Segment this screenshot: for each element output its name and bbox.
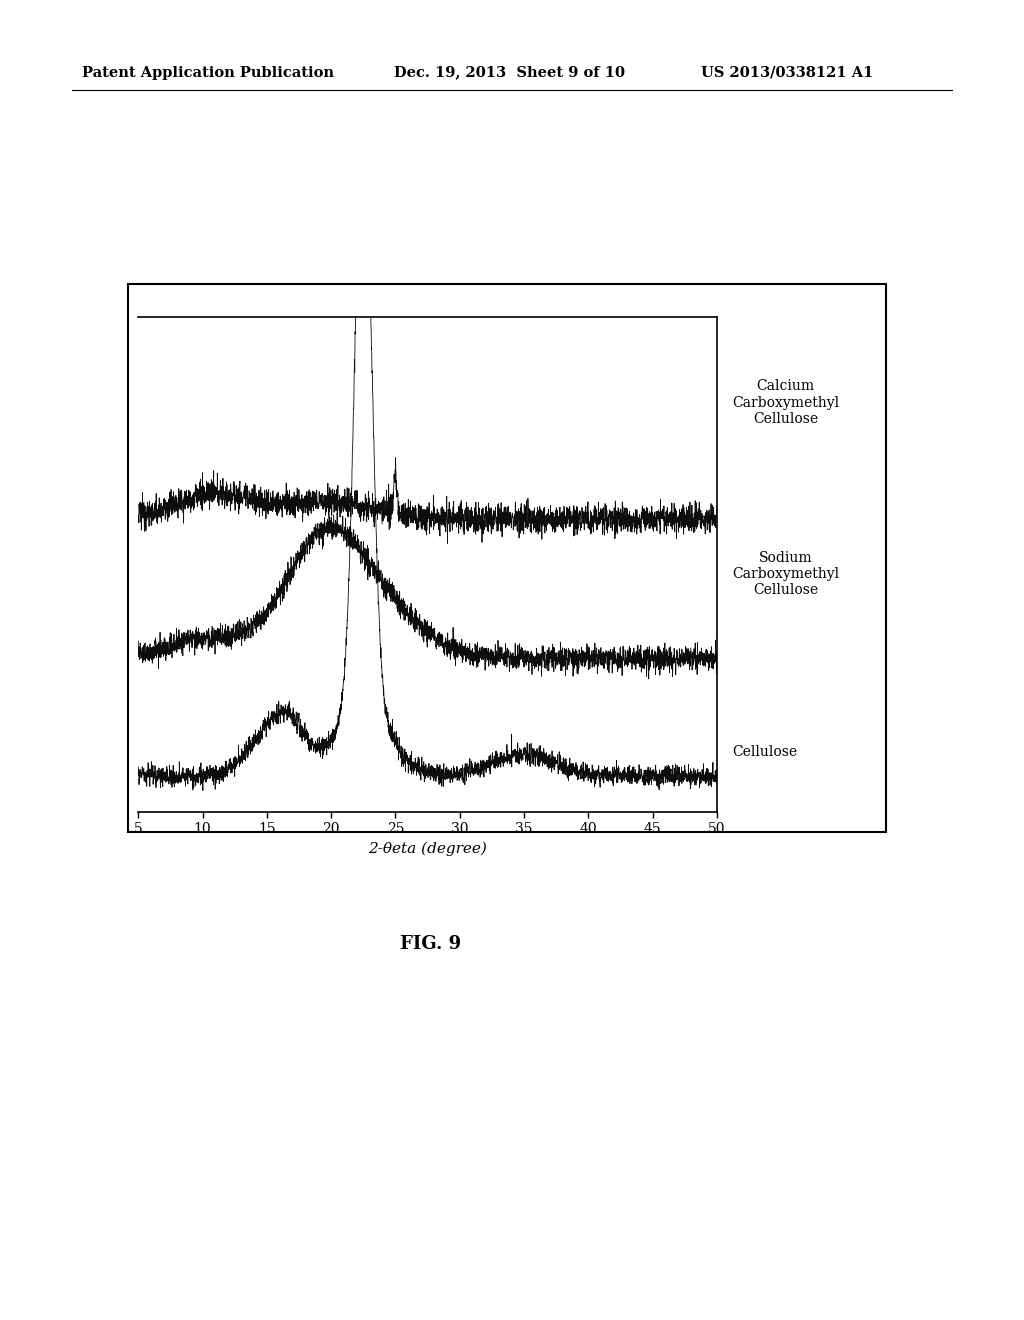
Text: US 2013/0338121 A1: US 2013/0338121 A1 <box>701 66 873 79</box>
Text: Sodium
Carboxymethyl
Cellulose: Sodium Carboxymethyl Cellulose <box>732 550 840 598</box>
Text: Cellulose: Cellulose <box>732 746 798 759</box>
Text: Patent Application Publication: Patent Application Publication <box>82 66 334 79</box>
Text: Dec. 19, 2013  Sheet 9 of 10: Dec. 19, 2013 Sheet 9 of 10 <box>394 66 626 79</box>
Text: Calcium
Carboxymethyl
Cellulose: Calcium Carboxymethyl Cellulose <box>732 379 840 426</box>
Text: FIG. 9: FIG. 9 <box>399 935 461 953</box>
X-axis label: 2-θeta (degree): 2-θeta (degree) <box>368 842 487 857</box>
